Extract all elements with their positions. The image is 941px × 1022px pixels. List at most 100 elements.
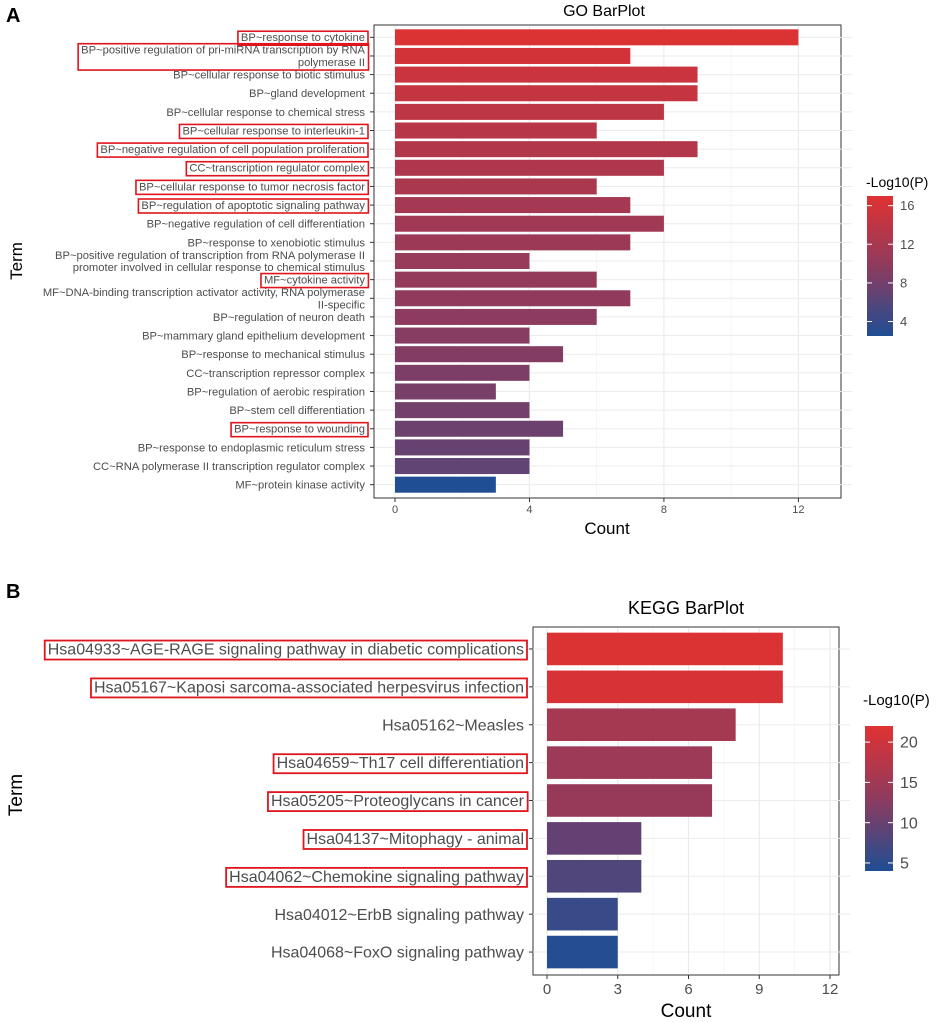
kegg-bar xyxy=(547,670,783,704)
go-legend-title: -Log10(P) xyxy=(866,174,928,190)
go-bar xyxy=(395,178,597,195)
go-bar xyxy=(395,439,530,456)
go-bar xyxy=(395,308,597,325)
go-bar xyxy=(395,252,530,270)
go-term-label: BP~response to endoplasmic reticulum str… xyxy=(138,442,366,454)
kegg-x-tick-label: 12 xyxy=(822,981,839,998)
go-bar xyxy=(395,197,631,214)
go-bar xyxy=(395,234,631,251)
kegg-y-axis-title: Term xyxy=(6,774,27,816)
go-bar xyxy=(395,122,597,139)
go-bar xyxy=(395,29,799,46)
go-bar xyxy=(395,141,698,158)
go-highlight-box xyxy=(178,123,369,140)
go-chart-title: GO BarPlot xyxy=(563,3,645,20)
go-term-label: BP~cellular response to biotic stimulus xyxy=(173,70,365,82)
kegg-bar xyxy=(547,784,713,817)
go-term-label: BP~stem cell differentiation xyxy=(229,405,365,417)
go-term-label: MF~cytokine activity xyxy=(264,275,365,287)
go-term-label: BP~response to xenobiotic stimulus xyxy=(187,237,365,249)
go-term-label: CC~transcription repressor complex xyxy=(186,368,365,380)
kegg-bar xyxy=(547,897,618,931)
go-term-label: BP~mammary gland epithelium development xyxy=(142,330,366,342)
go-legend-tick-label: 4 xyxy=(900,314,907,329)
go-bar xyxy=(395,85,698,102)
kegg-term-label: Hsa04012~ErbB signaling pathway xyxy=(275,907,525,924)
kegg-bar xyxy=(547,822,642,855)
go-bar xyxy=(395,364,530,381)
go-x-tick-label: 8 xyxy=(661,504,667,516)
kegg-chart-title: KEGG BarPlot xyxy=(628,598,744,618)
go-term-label: BP~regulation of neuron death xyxy=(213,312,365,324)
go-bar xyxy=(395,420,564,437)
go-term-label: BP~response to mechanical stimulus xyxy=(181,349,365,361)
kegg-legend-title: -Log10(P) xyxy=(863,692,930,709)
kegg-legend-tick-label: 20 xyxy=(900,735,918,752)
go-highlight-box xyxy=(260,272,370,289)
kegg-legend-tick-label: 5 xyxy=(900,856,909,873)
go-legend-tick-label: 8 xyxy=(900,275,907,290)
kegg-highlight-box xyxy=(225,866,528,888)
go-x-tick-label: 12 xyxy=(792,504,804,516)
kegg-legend: -Log10(P) 5 10 15 20 xyxy=(863,692,930,873)
go-term-label: BP~response to cytokine xyxy=(241,32,365,44)
go-term-label: BP~response to wounding xyxy=(234,424,365,436)
go-term-label: BP~positive regulation of pri-miRNA tran… xyxy=(81,45,365,69)
go-bar xyxy=(395,159,664,176)
kegg-term-label: Hsa04137~Mitophagy - animal xyxy=(307,831,524,848)
go-x-tick-label: 4 xyxy=(526,504,532,516)
kegg-highlight-box xyxy=(90,677,528,699)
kegg-x-axis-title: Count xyxy=(661,1001,712,1022)
go-highlight-box xyxy=(96,142,369,158)
kegg-term-label: Hsa05205~Proteoglycans in cancer xyxy=(271,793,525,810)
kegg-term-label: Hsa04659~Th17 cell differentiation xyxy=(277,755,524,772)
go-term-label: BP~regulation of aerobic respiration xyxy=(187,386,365,398)
kegg-legend-tick-label: 10 xyxy=(900,815,918,832)
kegg-term-label: Hsa05167~Kaposi sarcoma-associated herpe… xyxy=(94,679,524,696)
kegg-term-label: Hsa04062~Chemokine signaling pathway xyxy=(229,869,524,886)
kegg-bar xyxy=(547,746,713,779)
go-bar xyxy=(395,290,631,307)
go-x-axis-title: Count xyxy=(584,519,630,538)
kegg-legend-tick-label: 15 xyxy=(900,775,918,792)
go-bar xyxy=(395,458,530,475)
go-highlight-box xyxy=(77,42,370,71)
kegg-term-label: Hsa04933~AGE-RAGE signaling pathway in d… xyxy=(48,642,524,659)
go-bar xyxy=(395,346,564,363)
panel-label-b: B xyxy=(6,581,20,603)
kegg-highlight-box xyxy=(302,829,528,850)
kegg-barplot: KEGG BarPlot Hsa04933~AGE-RAGE signaling… xyxy=(6,598,930,1022)
go-term-label: BP~regulation of apoptotic signaling pat… xyxy=(141,200,365,212)
go-bar xyxy=(395,271,597,288)
go-highlight-box xyxy=(185,160,370,177)
go-y-axis-title: Term xyxy=(7,242,26,280)
go-bar xyxy=(395,103,664,120)
kegg-term-label: Hsa04068~FoxO signaling pathway xyxy=(271,945,524,962)
go-bar xyxy=(395,327,530,344)
go-term-label: BP~cellular response to tumor necrosis f… xyxy=(139,181,365,193)
go-term-label: BP~positive regulation of transcription … xyxy=(55,250,365,274)
go-term-label: CC~transcription regulator complex xyxy=(189,163,365,175)
go-term-label: BP~negative regulation of cell different… xyxy=(147,219,365,231)
go-legend-colorbar xyxy=(867,196,893,336)
go-highlight-box xyxy=(135,179,370,196)
go-bar xyxy=(395,215,664,232)
go-bar xyxy=(395,476,496,493)
go-term-label: BP~gland development xyxy=(249,88,366,100)
kegg-highlight-box xyxy=(267,791,529,812)
go-term-label: BP~cellular response to chemical stress xyxy=(166,107,365,119)
kegg-highlight-box xyxy=(43,639,528,661)
kegg-bar xyxy=(547,859,642,893)
panel-label-a: A xyxy=(6,5,20,27)
go-legend: -Log10(P) 4 8 12 16 xyxy=(866,174,928,336)
go-term-label: MF~DNA-binding transcription activator a… xyxy=(43,287,366,311)
kegg-x-tick-label: 9 xyxy=(755,981,763,998)
go-bar xyxy=(395,66,698,83)
kegg-term-label: Hsa05162~Measles xyxy=(382,717,524,734)
go-barplot: GO BarPlot BP~response to cytokineBP~pos… xyxy=(7,3,928,538)
kegg-bar xyxy=(547,632,783,666)
go-bar xyxy=(395,47,631,64)
go-bar xyxy=(395,383,496,400)
go-term-label: CC~RNA polymerase II transcription regul… xyxy=(93,461,365,473)
